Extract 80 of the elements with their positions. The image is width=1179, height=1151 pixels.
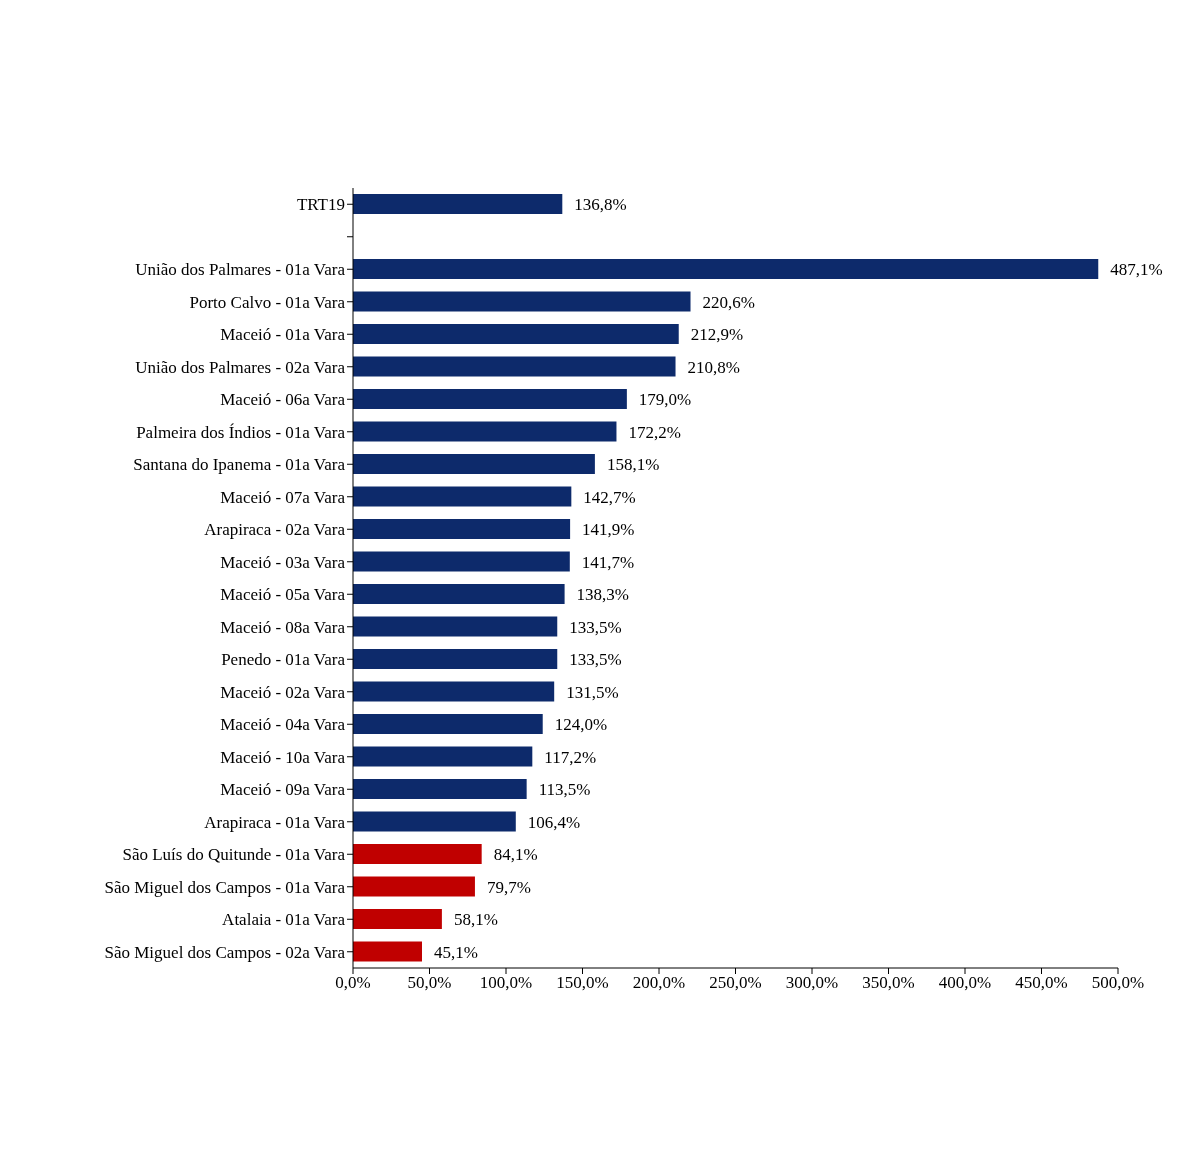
x-tick-label: 400,0% [938,973,992,993]
x-tick-label: 300,0% [785,973,839,993]
data-label: 84,1% [493,845,538,865]
bar [353,941,422,962]
data-label: 179,0% [638,390,692,410]
data-label: 172,2% [628,422,681,442]
y-tick-label: Maceió - 08a Vara [220,617,346,637]
x-tick-label: 0,0% [335,973,371,993]
data-label: 124,0% [554,715,608,735]
y-tick-label: União dos Palmares - 01a Vara [135,260,346,280]
bar [353,746,533,767]
bar [353,876,475,897]
bar [353,714,543,734]
bar [353,649,558,669]
bar [353,519,571,539]
x-tick-label: 200,0% [632,973,686,993]
data-label: 158,1% [606,455,660,475]
data-label: 131,5% [566,682,619,702]
y-tick-label: TRT19 [296,195,345,215]
bar [353,356,676,377]
x-tick-label: 500,0% [1091,973,1145,993]
bar [353,909,442,929]
y-tick-label: Palmeira dos Índios - 01a Vara [136,422,346,442]
y-tick-label: São Luís do Quitunde - 01a Vara [122,845,346,865]
y-tick-label: Maceió - 01a Vara [220,325,346,345]
bar [353,681,555,702]
bar [353,291,691,312]
x-tick-label: 150,0% [556,973,609,993]
bar [353,779,527,799]
bar [353,486,572,507]
data-label: 79,7% [486,877,531,897]
y-tick-label: Arapiraca - 02a Vara [204,520,346,540]
data-label: 220,6% [702,292,755,312]
bar [353,811,516,832]
y-tick-label: Maceió - 06a Vara [220,390,346,410]
y-tick-label: Maceió - 07a Vara [220,487,346,507]
x-tick-label: 250,0% [709,973,762,993]
bar [353,324,679,344]
x-tick-label: 350,0% [862,973,915,993]
y-tick-label: Atalaia - 01a Vara [222,910,346,930]
data-label: 141,7% [581,552,635,572]
data-label: 45,1% [434,942,478,962]
y-tick-label: União dos Palmares - 02a Vara [135,357,346,377]
data-label: 136,8% [574,195,627,215]
bar [353,421,617,442]
y-tick-label: Porto Calvo - 01a Vara [189,292,346,312]
y-tick-label: São Miguel dos Campos - 01a Vara [104,877,346,897]
bar [353,194,563,214]
bar [353,616,558,637]
y-tick-label: Maceió - 02a Vara [220,682,346,702]
data-label: 210,8% [687,357,740,377]
x-tick-label: 100,0% [479,973,533,993]
data-label: 212,9% [690,325,744,345]
x-tick-label: 50,0% [407,973,452,993]
bar [353,389,627,409]
bar [353,584,565,604]
data-label: 487,1% [1110,260,1163,280]
bar [353,259,1099,279]
bar [353,551,570,572]
data-label: 141,9% [582,520,635,540]
data-label: 58,1% [453,910,498,930]
y-tick-label: Maceió - 10a Vara [220,747,346,767]
y-tick-label: Maceió - 04a Vara [220,715,346,735]
y-tick-label: Maceió - 05a Vara [220,585,346,605]
y-tick-label: Arapiraca - 01a Vara [204,812,346,832]
data-label: 113,5% [538,780,591,800]
y-tick-label: Maceió - 03a Vara [220,552,346,572]
x-tick-label: 450,0% [1015,973,1068,993]
data-label: 133,5% [569,617,622,637]
data-label: 142,7% [583,487,636,507]
data-label: 117,2% [544,747,597,767]
y-tick-label: Maceió - 09a Vara [220,780,346,800]
y-tick-label: Santana do Ipanema - 01a Vara [133,455,346,475]
bar [353,454,595,474]
data-label: 138,3% [576,585,630,605]
bar [353,844,482,864]
y-tick-label: São Miguel dos Campos - 02a Vara [104,942,346,962]
y-tick-label: Penedo - 01a Vara [221,650,346,670]
data-label: 133,5% [569,650,622,670]
data-label: 106,4% [527,812,581,832]
